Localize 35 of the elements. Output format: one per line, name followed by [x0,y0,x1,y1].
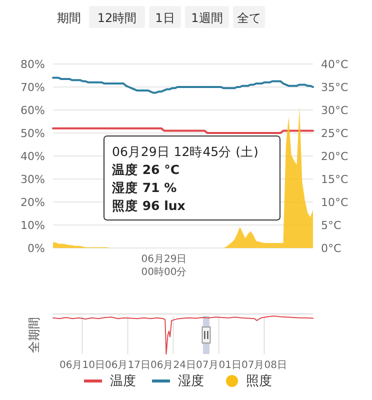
text: 1週間 [191,11,223,25]
text: 12時間 [97,11,137,25]
text: 全て [237,11,261,25]
y2-tick-label: 15°C [321,173,348,186]
y-axis-title: 全期間 [27,317,41,353]
x-tick-label: 06月17日 [105,360,150,371]
text: 06月29日 00時00分 [141,254,187,278]
y2-tick-label: 40°C [321,58,348,71]
y-tick-label: 40% [20,150,45,163]
y-tick-label: 0% [28,242,45,255]
y-tick-label: 60% [20,104,45,117]
y2-tick-label: 0°C [321,242,342,255]
annotation: 06月29日 12時45分 (土) 温度 26 °C 湿度 71 % 照度 96 lux [111,144,258,213]
y-tick-label: 80% [20,58,45,71]
line-series [52,76,314,94]
y-tick-label: 30% [20,173,45,186]
legend-label: 照度 [246,373,272,389]
x-tick-label: 06月24日 [150,360,196,371]
y2-tick-label: 5°C [321,219,342,232]
text: 期間 [57,11,81,25]
y2-tick-label: 20°C [321,150,348,163]
y2-tick-label: 25°C [321,127,348,140]
y-tick-label: 70% [20,81,45,94]
y2-tick-label: 10°C [321,196,348,209]
legend-label: 湿度 [178,373,204,389]
x-tick-label: 07月01日 [196,360,242,371]
x-tick-label: 06月10日 [60,360,105,371]
y2-tick-label: 30°C [321,104,348,117]
y-tick-label: 20% [20,196,45,209]
legend-label: 温度 [110,373,136,389]
y-tick-label: 10% [20,219,45,232]
y-tick-label: 50% [20,127,45,140]
y2-tick-label: 35°C [321,81,348,94]
x-tick-label: 07月08日 [242,360,287,371]
text: 1日 [155,11,175,25]
